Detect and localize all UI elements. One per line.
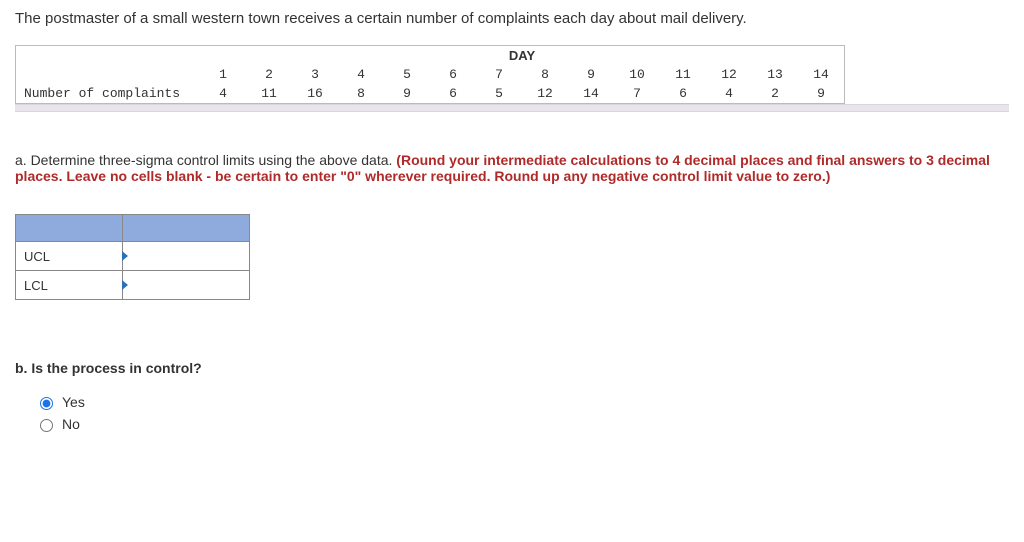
ucl-input[interactable] (123, 242, 250, 271)
row-label: Number of complaints (16, 84, 201, 104)
day-row: 1234567891011121314 (16, 65, 845, 84)
part-a-prefix: a. Determine three-sigma control limits … (15, 152, 396, 168)
radio-no-input[interactable] (40, 419, 53, 432)
answer-table: UCL LCL (15, 214, 250, 300)
data-table-container: DAY 1234567891011121314 Number of compla… (15, 45, 1009, 112)
lcl-label: LCL (16, 271, 123, 300)
radio-no[interactable]: No (35, 416, 1009, 432)
complaints-table: DAY 1234567891011121314 Number of compla… (15, 45, 845, 104)
answer-header-left (16, 215, 123, 242)
table-underbar (15, 104, 1009, 112)
day-header: DAY (200, 46, 845, 66)
complaints-row: Number of complaints 411168965121476429 (16, 84, 845, 104)
radio-yes-input[interactable] (40, 397, 53, 410)
question-b: b. Is the process in control? Yes No (15, 360, 1009, 432)
caret-icon (122, 251, 128, 261)
radio-yes[interactable]: Yes (35, 394, 1009, 410)
ucl-label: UCL (16, 242, 123, 271)
caret-icon (122, 280, 128, 290)
part-b-question: b. Is the process in control? (15, 360, 202, 376)
radio-no-label: No (62, 416, 80, 432)
radio-yes-label: Yes (62, 394, 85, 410)
radio-group: Yes No (35, 394, 1009, 432)
intro-text: The postmaster of a small western town r… (15, 10, 1009, 27)
lcl-input[interactable] (123, 271, 250, 300)
question-a: a. Determine three-sigma control limits … (15, 152, 1009, 184)
answer-header-right (123, 215, 250, 242)
